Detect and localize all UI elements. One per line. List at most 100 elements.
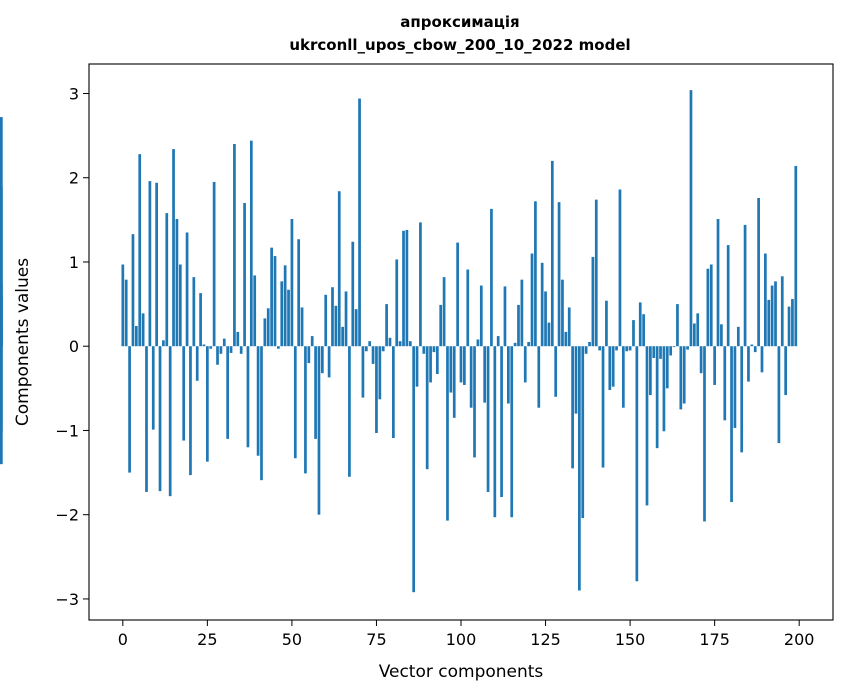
bar (148, 181, 152, 347)
bar (777, 346, 781, 444)
bar (615, 346, 618, 351)
y-tick-label: 3 (69, 84, 79, 103)
bar (419, 222, 422, 347)
x-axis-label: Vector components (379, 662, 544, 682)
bar (530, 253, 534, 347)
bar (337, 191, 341, 347)
y-axis-ticks: 3 2 1 0 −1 −2 −3 (55, 84, 89, 609)
bar (567, 307, 571, 347)
bar (368, 341, 372, 347)
bar (598, 346, 602, 351)
chart-subtitle: ukrconll_upos_cbow_200_10_2022 model (289, 36, 630, 54)
bar (172, 149, 175, 347)
bar (770, 285, 774, 347)
bar (510, 346, 514, 518)
x-tick-label: 25 (197, 630, 217, 649)
bar (439, 304, 443, 347)
bar (253, 275, 257, 347)
bar (168, 346, 172, 497)
bar (774, 281, 777, 347)
bar (713, 346, 716, 385)
bar (388, 337, 392, 347)
bar (486, 346, 490, 492)
y-tick-label: 2 (69, 169, 79, 188)
bar (584, 346, 588, 354)
bar (317, 346, 321, 515)
x-tick-label: 75 (366, 630, 386, 649)
x-tick-label: 50 (282, 630, 302, 649)
bar (764, 253, 767, 347)
bar (290, 219, 294, 347)
bar (723, 346, 727, 421)
bar (293, 346, 297, 459)
bar (645, 346, 649, 506)
bar (740, 346, 744, 453)
bar (753, 346, 757, 353)
bar (249, 140, 253, 347)
bar (0, 346, 3, 465)
chart-title: апроксимація (400, 13, 519, 31)
bar (121, 264, 125, 347)
bar (588, 342, 591, 347)
bar (547, 322, 551, 347)
x-tick-label: 200 (784, 630, 815, 649)
bar (618, 189, 622, 347)
bar (270, 247, 273, 347)
bar (432, 346, 436, 353)
bar (591, 256, 595, 347)
bar (479, 285, 483, 347)
bar (601, 346, 605, 468)
bar (354, 309, 358, 347)
bar (243, 203, 246, 347)
bar (493, 346, 497, 518)
bar (206, 346, 209, 462)
bar (635, 346, 639, 582)
bar (283, 265, 287, 347)
bar (540, 262, 544, 347)
bar (537, 346, 541, 408)
bar (784, 346, 788, 396)
y-tick-label: 1 (69, 253, 79, 272)
bar (361, 346, 365, 398)
bar (456, 242, 459, 347)
bar (327, 346, 331, 378)
bar (709, 264, 713, 347)
bar (175, 219, 179, 347)
bar (733, 346, 737, 428)
bar (750, 344, 754, 347)
y-tick-label: −3 (55, 590, 79, 609)
x-tick-label: 175 (699, 630, 730, 649)
bar (131, 234, 135, 347)
bar (124, 279, 128, 347)
x-tick-label: 150 (615, 630, 646, 649)
y-tick-label: 0 (69, 337, 79, 356)
bar (0, 117, 3, 347)
bar (138, 154, 142, 347)
bar (0, 294, 3, 347)
bar (256, 346, 260, 456)
bar (378, 346, 382, 400)
bar (578, 346, 581, 591)
bar (297, 239, 301, 347)
plot-frame (88, 63, 834, 621)
bar (716, 219, 720, 347)
bar (473, 346, 476, 458)
bar (216, 346, 219, 365)
bar (544, 291, 547, 347)
bar (625, 346, 629, 352)
bar (506, 346, 510, 404)
bar (239, 346, 243, 354)
bar (581, 346, 585, 519)
bar (594, 199, 598, 347)
bar (408, 341, 412, 347)
bar (662, 346, 666, 432)
bar (550, 160, 554, 347)
bar (459, 346, 463, 383)
bar (199, 293, 202, 347)
bar (476, 339, 480, 347)
bar (760, 346, 764, 373)
bar (280, 281, 284, 347)
bar (557, 202, 561, 347)
bar (236, 331, 240, 347)
bar (381, 346, 385, 352)
